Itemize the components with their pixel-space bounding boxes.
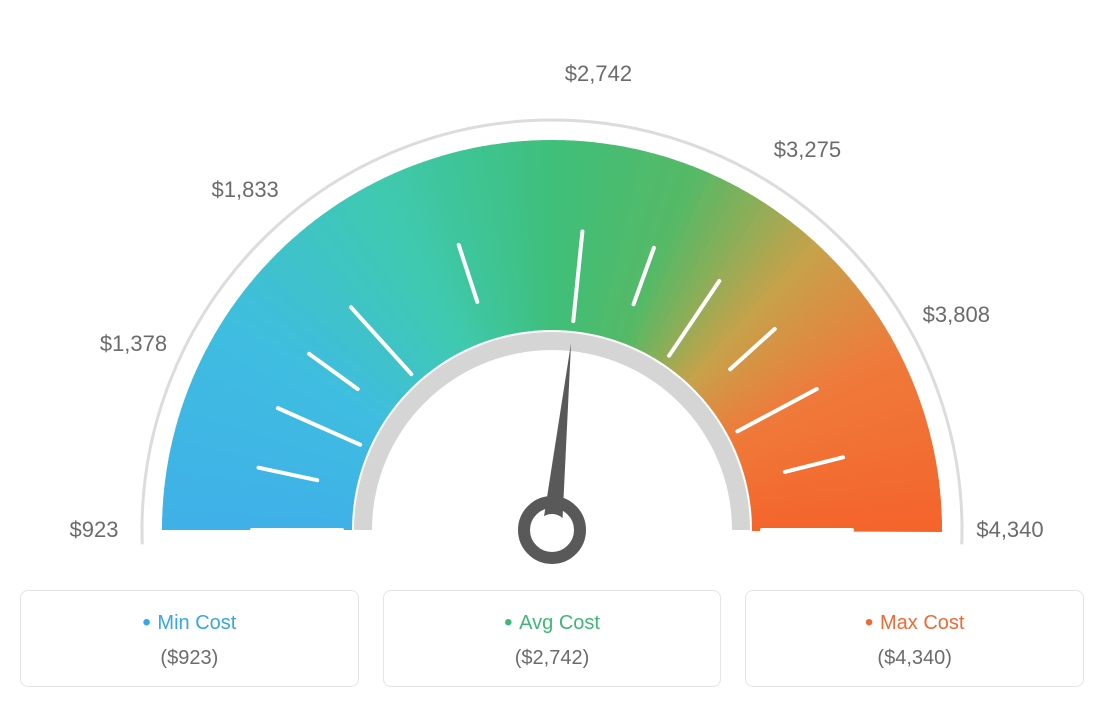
legend-title-avg: Avg Cost: [394, 609, 711, 637]
gauge-chart: $923 $1,378 $1,833 $2,742 $3,275 $3,808 $4,340: [20, 20, 1084, 580]
legend-value-min: ($923): [31, 647, 348, 670]
legend-title-max: Max Cost: [756, 609, 1073, 637]
gauge-tick-label: $1,833: [212, 177, 279, 203]
gauge-tick-label: $3,808: [923, 302, 990, 328]
gauge-tick-label: $1,378: [100, 331, 167, 357]
gauge-tick-label: $2,742: [565, 61, 632, 87]
gauge-tick-label: $923: [70, 517, 119, 543]
legend-card-max: Max Cost ($4,340): [745, 590, 1084, 687]
legend-title-min: Min Cost: [31, 609, 348, 637]
legend-value-avg: ($2,742): [394, 647, 711, 670]
legend-row: Min Cost ($923) Avg Cost ($2,742) Max Co…: [20, 590, 1084, 687]
gauge-tick-label: $3,275: [774, 137, 841, 163]
gauge-tick-label: $4,340: [976, 517, 1043, 543]
cost-gauge-widget: $923 $1,378 $1,833 $2,742 $3,275 $3,808 $4,340…: [20, 20, 1084, 687]
legend-card-avg: Avg Cost ($2,742): [383, 590, 722, 687]
gauge-svg: [20, 20, 1084, 580]
legend-card-min: Min Cost ($923): [20, 590, 359, 687]
legend-value-max: ($4,340): [756, 647, 1073, 670]
